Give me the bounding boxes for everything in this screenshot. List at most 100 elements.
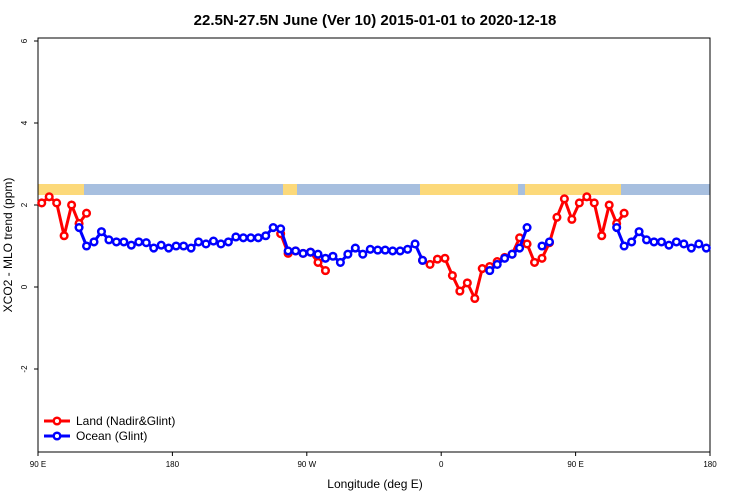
land-strip <box>38 184 84 195</box>
data-point <box>37 198 47 208</box>
data-point <box>447 270 457 281</box>
data-point <box>604 200 614 210</box>
data-point <box>686 243 696 253</box>
legend-marker <box>52 416 62 426</box>
data-point <box>395 246 405 256</box>
land-strip <box>420 184 518 195</box>
data-point <box>507 249 517 259</box>
y-tick-label: 0 <box>20 284 29 289</box>
data-point <box>537 241 547 251</box>
data-point <box>649 237 659 247</box>
data-point <box>574 198 584 208</box>
data-point <box>96 227 107 237</box>
data-point <box>268 223 278 233</box>
x-axis-label: Longitude (deg E) <box>327 477 422 491</box>
data-point <box>500 253 510 263</box>
data-point <box>164 243 174 253</box>
data-point <box>343 249 353 259</box>
data-point <box>305 247 316 257</box>
x-tick-label: 90 W <box>297 460 316 469</box>
data-point <box>619 208 629 218</box>
chart-title: 22.5N-27.5N June (Ver 10) 2015-01-01 to … <box>194 12 557 29</box>
data-point <box>313 249 323 259</box>
data-point <box>193 237 204 247</box>
data-point <box>380 245 390 255</box>
data-point <box>298 248 308 258</box>
land-strip <box>283 184 297 195</box>
x-tick-label: 0 <box>439 460 444 469</box>
data-point <box>462 278 472 288</box>
data-point <box>432 254 443 264</box>
data-point <box>440 253 450 263</box>
data-point <box>126 240 136 250</box>
data-point <box>283 246 293 256</box>
x-tick-label: 180 <box>166 460 180 469</box>
data-point <box>529 257 540 267</box>
x-tick-label: 90 E <box>567 460 583 469</box>
data-point <box>59 231 69 241</box>
data-point <box>515 243 525 253</box>
data-point <box>410 239 420 249</box>
data-point <box>223 237 233 247</box>
data-point <box>403 244 413 254</box>
data-point <box>141 238 151 248</box>
data-point <box>89 237 99 247</box>
data-point <box>246 233 256 243</box>
data-point <box>701 243 711 253</box>
legend-label: Land (Nadir&Glint) <box>76 414 175 428</box>
data-point <box>612 223 622 233</box>
data-point <box>74 223 84 233</box>
data-point <box>671 237 681 247</box>
data-point <box>134 237 144 247</box>
data-point <box>253 233 263 243</box>
data-point <box>641 235 652 245</box>
data-point <box>477 264 487 274</box>
data-point <box>335 257 345 267</box>
data-point <box>455 286 465 296</box>
data-point <box>313 257 323 267</box>
data-point <box>522 223 532 233</box>
data-point <box>358 249 368 259</box>
data-point <box>679 239 689 249</box>
data-point <box>216 239 226 249</box>
y-tick-label: 2 <box>20 202 29 207</box>
data-point <box>186 243 196 253</box>
data-point <box>81 241 92 251</box>
x-tick-label: 90 E <box>30 460 46 469</box>
data-point <box>492 259 502 270</box>
surface-strip <box>38 184 710 195</box>
data-point <box>104 235 114 245</box>
plot-frame <box>37 37 711 453</box>
data-point <box>350 243 360 253</box>
data-point <box>552 212 562 222</box>
data-point <box>559 194 569 204</box>
data-point <box>694 239 704 249</box>
data-point <box>179 241 189 251</box>
data-point <box>276 224 286 234</box>
data-point <box>261 231 271 241</box>
data-point <box>238 233 248 243</box>
data-point <box>589 198 599 208</box>
data-point <box>149 243 159 253</box>
data-point <box>522 239 532 249</box>
data-point <box>582 192 592 202</box>
data-point <box>485 266 495 276</box>
data-point <box>597 231 607 241</box>
data-point <box>417 255 428 265</box>
data-point <box>634 227 644 237</box>
data-point <box>320 266 331 276</box>
data-point <box>67 200 77 210</box>
data-point <box>111 237 121 247</box>
data-point <box>320 253 331 263</box>
data-point <box>656 237 667 247</box>
data-point <box>208 236 219 246</box>
data-point <box>171 241 181 251</box>
data-point <box>664 240 674 250</box>
y-tick-label: -2 <box>20 365 29 373</box>
legend-label: Ocean (Glint) <box>76 429 147 443</box>
data-point <box>373 245 383 255</box>
land-strip <box>525 184 621 195</box>
data-point <box>388 246 398 256</box>
data-point <box>365 244 375 254</box>
